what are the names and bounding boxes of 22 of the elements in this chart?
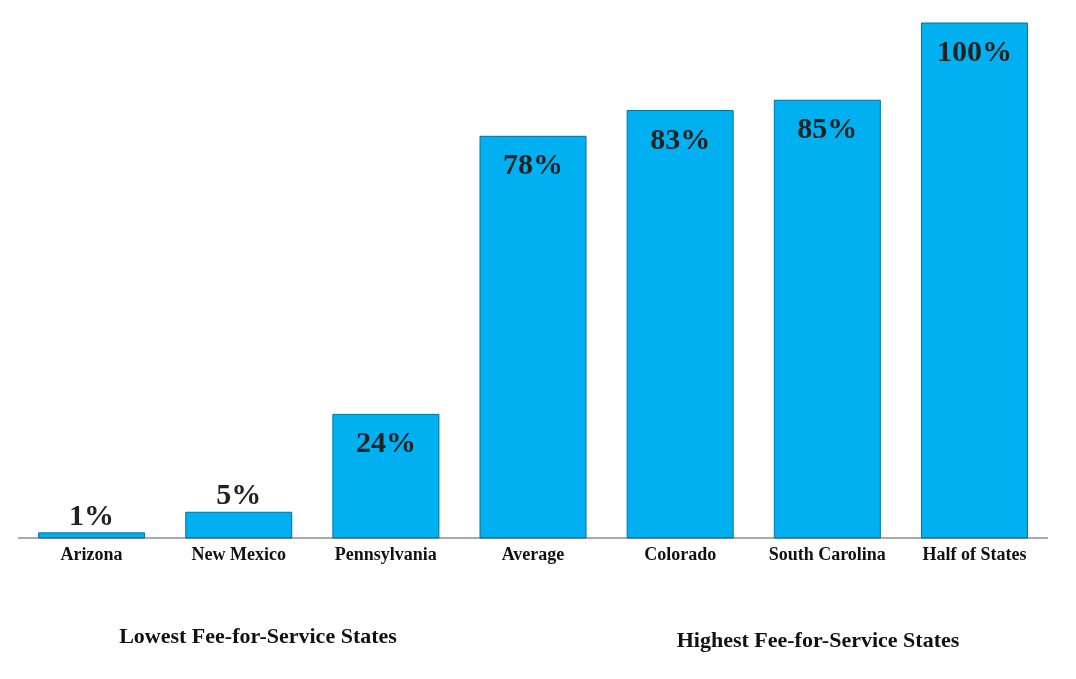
- data-label: 78%: [503, 147, 564, 181]
- x-tick-label: Colorado: [644, 544, 717, 564]
- text: Highest Fee-for-Service States: [675, 627, 961, 653]
- x-tick-label: Pennsylvania: [334, 544, 437, 564]
- x-tick-label: Arizona: [60, 544, 123, 564]
- bar: [479, 135, 587, 539]
- data-label: 24%: [355, 425, 416, 459]
- bar: [332, 413, 440, 539]
- bar: [185, 511, 293, 539]
- data-label: 100%: [936, 34, 1012, 67]
- bar: [626, 110, 734, 539]
- bar: [773, 99, 881, 539]
- data-label: 85%: [797, 111, 858, 145]
- x-tick-label: Half of States: [922, 544, 1027, 564]
- bar: [920, 22, 1028, 539]
- x-tick-label: New Mexico: [191, 544, 286, 564]
- data-label: 83%: [650, 121, 711, 155]
- text: Lowest Fee-for-Service States: [118, 623, 398, 649]
- x-tick-label: Average: [501, 544, 565, 564]
- data-label: 1%: [69, 497, 115, 531]
- data-label: 5%: [216, 477, 262, 511]
- x-tick-label: South Carolina: [768, 544, 886, 564]
